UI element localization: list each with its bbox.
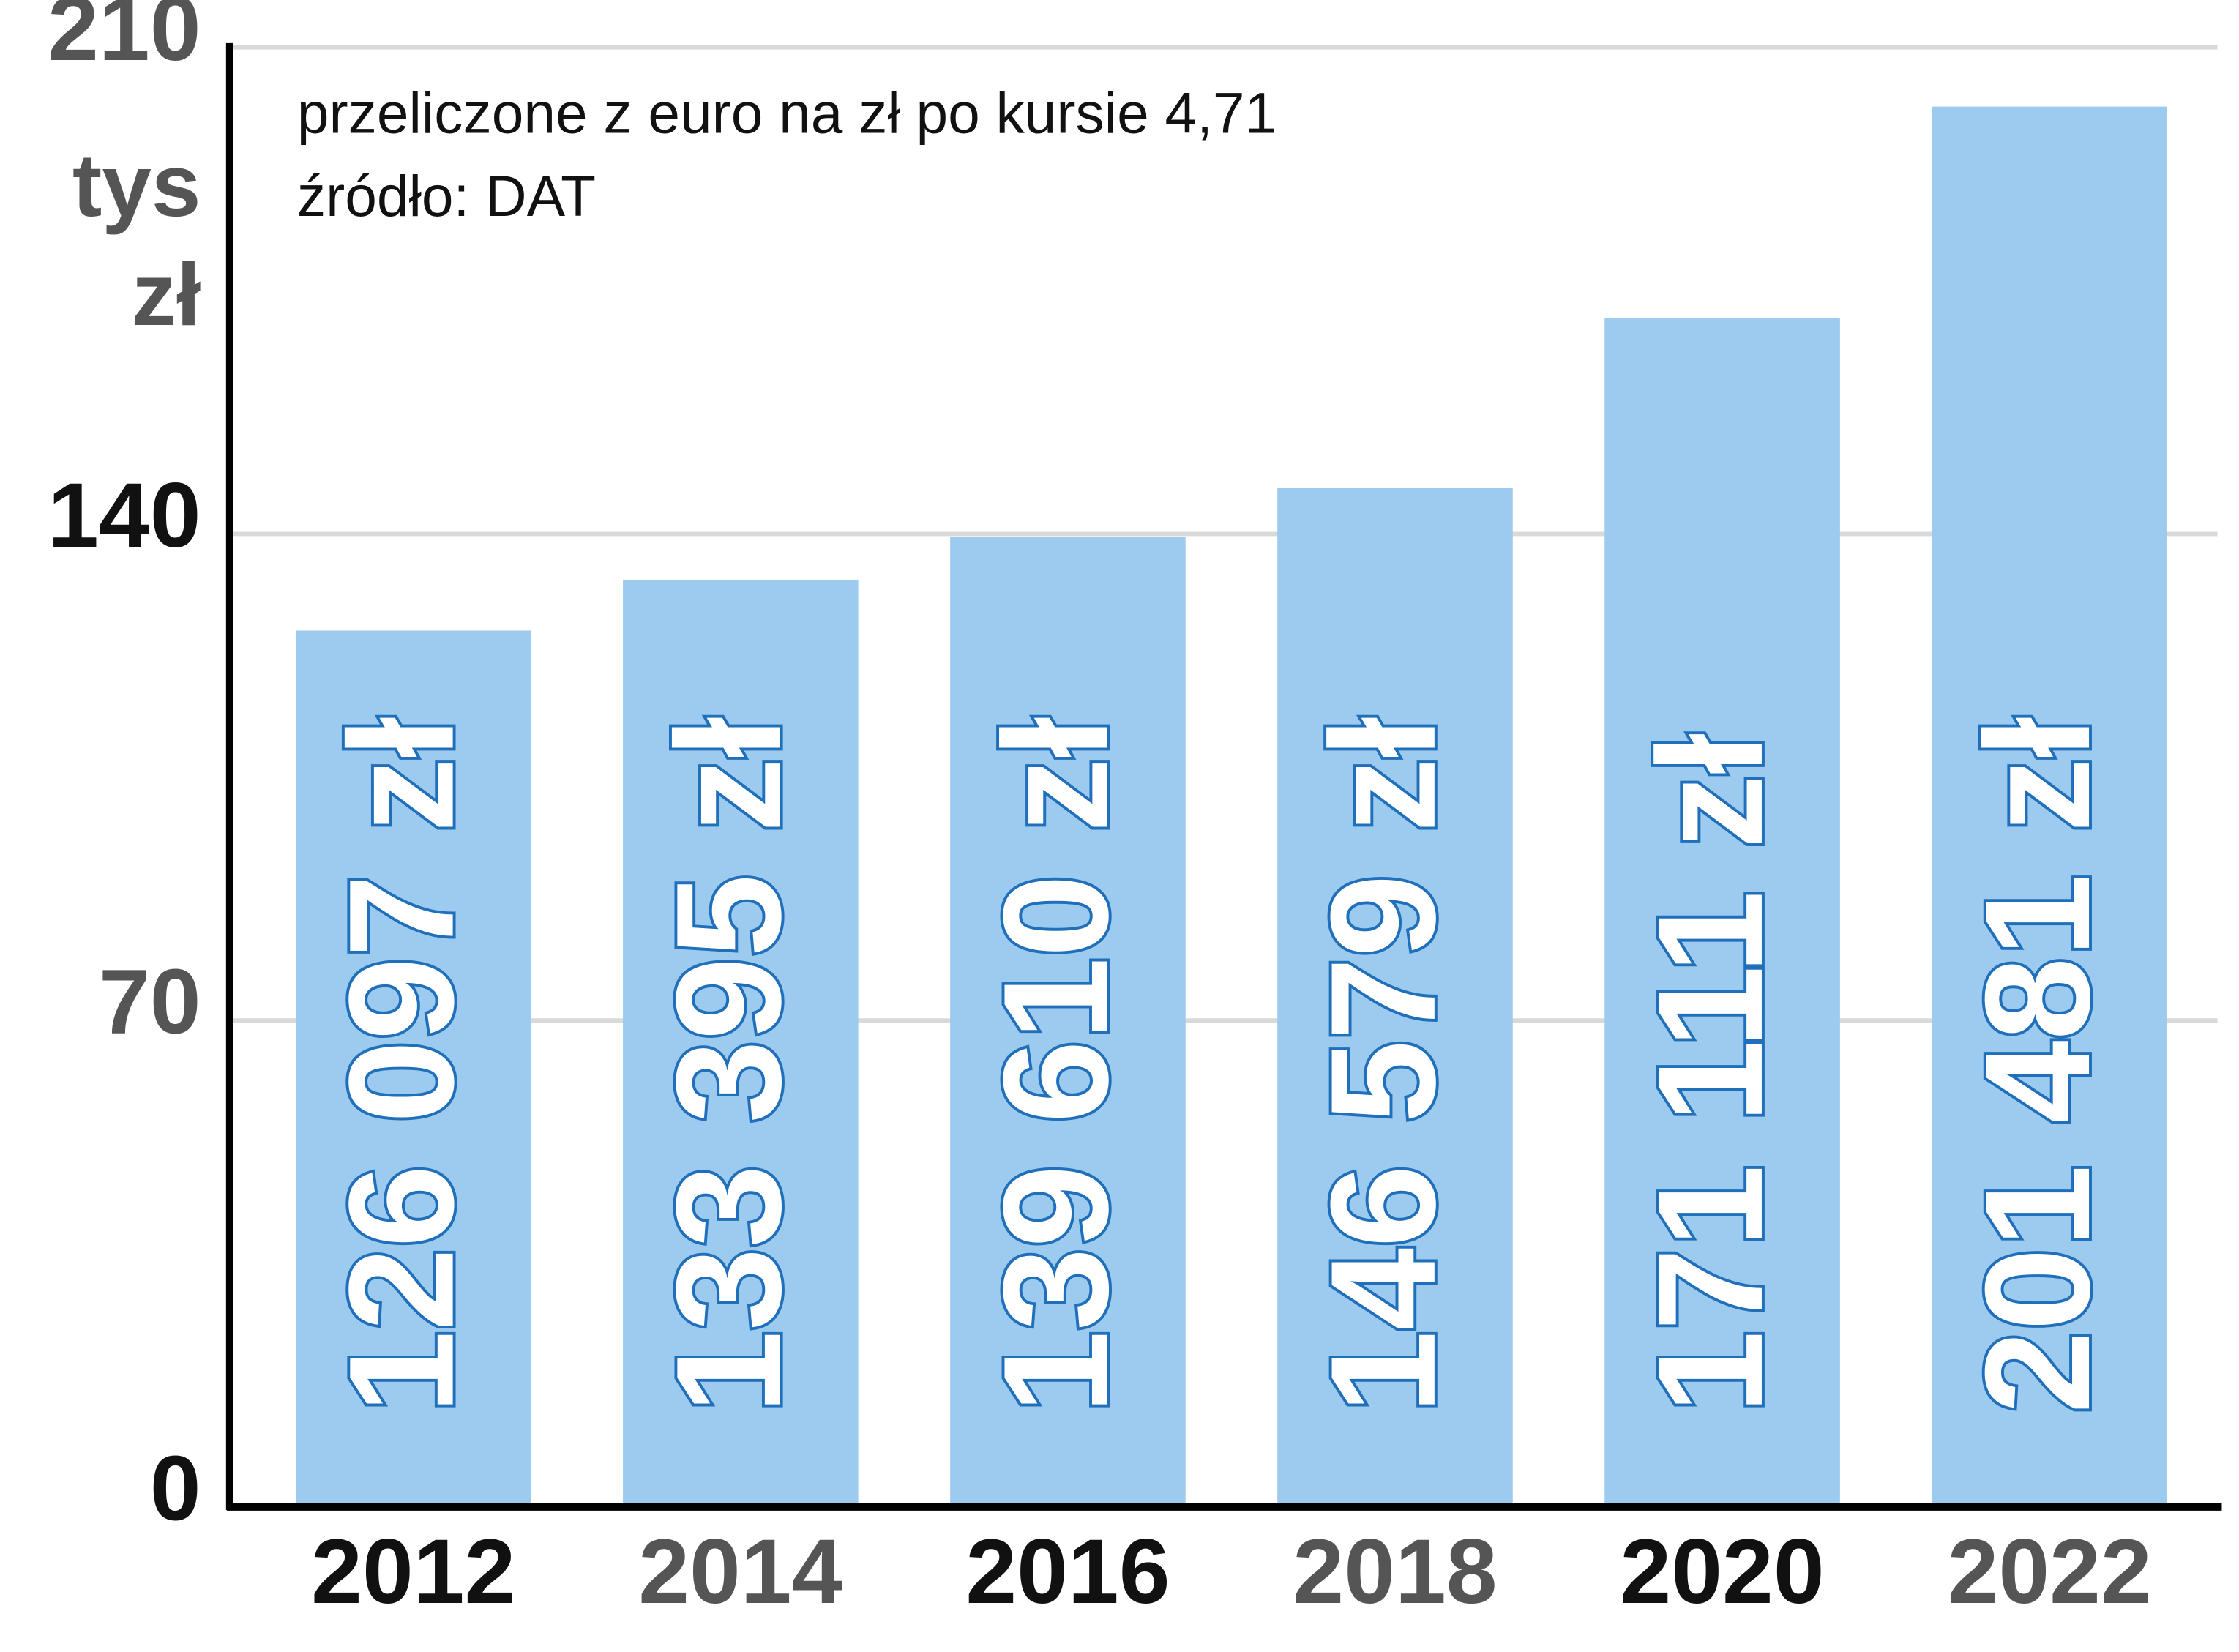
value-label: 171 111 zł — [1627, 733, 1794, 1414]
x-tick-label: 2014 — [638, 1520, 842, 1623]
bar — [950, 537, 1186, 1507]
value-label: 146 579 zł — [1300, 717, 1467, 1413]
y-tick-label: 0 — [150, 1436, 201, 1539]
x-tick-label: 2016 — [965, 1520, 1170, 1623]
bar — [623, 580, 859, 1507]
y-unit: tys — [72, 135, 201, 235]
value-label: 139 610 zł — [973, 717, 1140, 1413]
subtitle: przeliczone z euro na zł po kursie 4,71 — [297, 81, 1277, 146]
bar — [295, 630, 531, 1507]
y-tick-label: 210 — [48, 0, 201, 80]
y-tick-label: 140 — [48, 463, 201, 567]
x-tick-label: 2018 — [1293, 1520, 1497, 1623]
value-label: 126 097 zł — [318, 717, 485, 1413]
bar — [1604, 318, 1840, 1507]
y-tick-label: 70 — [99, 950, 201, 1053]
y-unit: zł — [132, 244, 201, 344]
x-tick-label: 2022 — [1948, 1520, 2152, 1623]
value-label: 201 481 zł — [1954, 717, 2121, 1413]
x-tick-label: 2020 — [1620, 1520, 1824, 1623]
x-tick-label: 2012 — [311, 1520, 515, 1623]
bar — [1277, 487, 1513, 1507]
bar — [1932, 106, 2167, 1507]
subtitle: źródło: DAT — [297, 164, 596, 228]
value-label: 133 395 zł — [646, 717, 812, 1413]
